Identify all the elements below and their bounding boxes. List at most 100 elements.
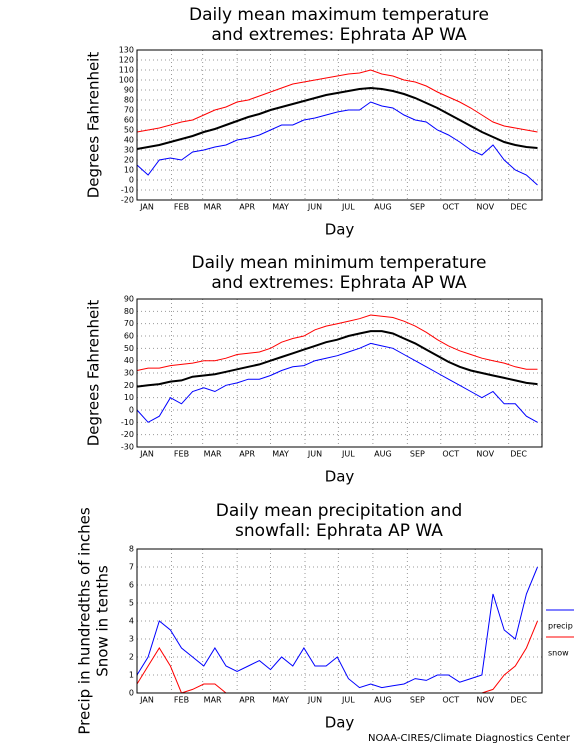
y-tick-label: 70 (124, 319, 134, 328)
y-tick-label: 0 (129, 689, 134, 698)
x-tick-label: JUL (341, 450, 355, 459)
y-tick-label: 4 (129, 617, 134, 626)
line (136, 566, 538, 689)
x-tick-label: MAY (272, 450, 289, 459)
x-axis-label: Day (325, 221, 355, 239)
y-tick-label: 7 (129, 563, 134, 572)
y-tick-label: 8 (129, 545, 134, 554)
y-axis-label: Degrees Fahrenheit (85, 52, 103, 199)
credit: NOAA-CIRES/Climate Diagnostics Center (368, 733, 571, 744)
y-tick-label: 120 (119, 56, 134, 65)
x-tick-label: SEP (410, 203, 425, 212)
x-tick-label: DEC (510, 696, 527, 705)
x-axis-label: Day (325, 468, 355, 486)
x-tick-label: AUG (374, 203, 392, 212)
line (136, 69, 538, 133)
y-tick-label: 70 (124, 106, 134, 115)
y-tick-label: -20 (121, 430, 134, 439)
x-tick-label: AUG (374, 450, 392, 459)
y-tick-label: 20 (124, 156, 134, 165)
line (136, 314, 538, 371)
y-tick-label: 6 (129, 581, 134, 590)
y-axis-label: Degrees Fahrenheit (85, 300, 103, 447)
x-tick-label: NOV (476, 450, 494, 459)
x-tick-label: JAN (139, 696, 154, 705)
y-tick-label: 60 (124, 116, 134, 125)
legend-label: snow (548, 649, 569, 658)
y-axis-label: Precip in hundredths of inches (76, 507, 94, 734)
line (136, 342, 538, 423)
x-tick-label: FEB (174, 203, 189, 212)
x-tick-label: SEP (410, 450, 425, 459)
line (136, 330, 538, 388)
x-tick-label: SEP (410, 696, 425, 705)
plot-frame (136, 548, 543, 694)
y-tick-label: 40 (124, 356, 134, 365)
x-tick-label: OCT (442, 696, 459, 705)
x-tick-label: APR (239, 450, 255, 459)
y-tick-label: -10 (121, 418, 134, 427)
y-tick-label: 3 (129, 635, 134, 644)
y-tick-label: 90 (124, 295, 134, 304)
x-tick-label: JAN (139, 203, 154, 212)
line (136, 86, 538, 150)
line (136, 101, 538, 186)
x-tick-label: DEC (510, 203, 527, 212)
x-tick-label: AUG (374, 696, 392, 705)
legend-label: precip (548, 622, 573, 631)
x-tick-label: NOV (476, 203, 494, 212)
chart-title: snowfall: Ephrata AP WA (235, 521, 443, 541)
y-tick-label: -20 (121, 196, 134, 205)
x-tick-label: JUN (307, 203, 322, 212)
x-tick-label: JUL (341, 696, 355, 705)
y-tick-label: 110 (119, 66, 134, 75)
x-tick-label: OCT (442, 450, 459, 459)
y-tick-label: 0 (129, 406, 134, 415)
y-tick-label: 0 (129, 176, 134, 185)
x-tick-label: FEB (174, 450, 189, 459)
y-tick-label: 30 (124, 146, 134, 155)
y-tick-label: 60 (124, 332, 134, 341)
y-tick-label: 50 (124, 126, 134, 135)
plot-frame (136, 49, 543, 201)
y-tick-label: -30 (121, 443, 134, 452)
chart-title: Daily mean maximum temperature (189, 5, 489, 25)
y-tick-label: -10 (121, 186, 134, 195)
y-tick-label: 20 (124, 381, 134, 390)
y-tick-label: 130 (119, 46, 134, 55)
x-tick-label: JUL (341, 203, 355, 212)
x-tick-label: JAN (139, 450, 154, 459)
x-tick-label: JUN (307, 696, 322, 705)
y-tick-label: 1 (129, 671, 134, 680)
x-tick-label: NOV (476, 696, 494, 705)
x-tick-label: APR (239, 696, 255, 705)
x-tick-label: FEB (174, 696, 189, 705)
y-tick-label: 80 (124, 307, 134, 316)
chart-title: Daily mean minimum temperature (192, 253, 487, 273)
plot-frame (136, 298, 543, 448)
x-tick-label: MAR (204, 450, 222, 459)
x-tick-label: JUN (307, 450, 322, 459)
y-tick-label: 50 (124, 344, 134, 353)
chart-title: and extremes: Ephrata AP WA (211, 273, 467, 293)
x-tick-label: MAY (272, 203, 289, 212)
y-tick-label: 10 (124, 166, 134, 175)
y-tick-label: 5 (129, 599, 134, 608)
x-tick-label: APR (239, 203, 255, 212)
y-tick-label: 90 (124, 86, 134, 95)
y-axis-label: Snow in tenths (94, 565, 112, 677)
y-tick-label: 30 (124, 369, 134, 378)
y-tick-label: 40 (124, 136, 134, 145)
x-tick-label: MAY (272, 696, 289, 705)
y-tick-label: 2 (129, 653, 134, 662)
x-tick-label: MAR (204, 696, 222, 705)
x-tick-label: MAR (204, 203, 222, 212)
y-tick-label: 80 (124, 96, 134, 105)
y-tick-label: 100 (119, 76, 134, 85)
x-axis-label: Day (325, 714, 355, 732)
y-tick-label: 10 (124, 393, 134, 402)
chart-title: and extremes: Ephrata AP WA (211, 25, 467, 45)
x-tick-label: OCT (442, 203, 459, 212)
x-tick-label: DEC (510, 450, 527, 459)
